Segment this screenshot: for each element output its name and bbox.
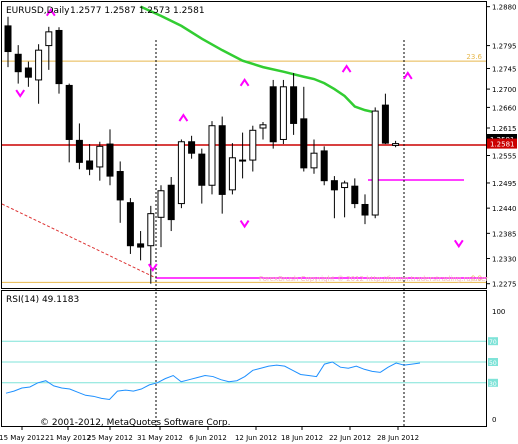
current-price-box [487, 138, 517, 149]
rsi-title: RSI(14) 49.1183 [6, 295, 79, 305]
candle-body [371, 110, 379, 216]
candle-body [279, 86, 287, 140]
candle-body [259, 124, 267, 129]
fractal-up-marker [402, 71, 413, 80]
time-tick-label: 22 Jun 2012 [329, 434, 371, 442]
candle-body [55, 29, 63, 85]
price-tick-label: 1.2440 [492, 205, 517, 213]
price-tick-label: 1.2660 [492, 104, 517, 112]
price-tick-label: 1.2555 [492, 152, 517, 160]
candle-body [126, 202, 134, 247]
time-tick-label: 21 May 2012 [45, 434, 91, 442]
candle-body [300, 118, 308, 169]
price-tick-label: 1.2615 [492, 125, 517, 133]
current-price-label: 1.2581 [490, 141, 515, 149]
watermark-text: ForexBrush Copyright © 2012 http://forum… [259, 275, 488, 283]
candle-body [75, 139, 83, 163]
candle-body [320, 150, 328, 182]
fractal-up-marker [341, 64, 352, 73]
candle-body [228, 157, 236, 191]
price-tick-label: 1.2495 [492, 180, 517, 188]
chart-title: EURUSD,Daily [6, 6, 70, 16]
level-label: 23.6 [466, 53, 482, 61]
price-tick-label: 1.2385 [492, 230, 517, 238]
price-tick-label: 1.2880 [492, 4, 517, 12]
time-tick-label: 31 May 2012 [137, 434, 183, 442]
rsi-axis-max-label: 100 [492, 308, 505, 316]
rsi-level-badge [488, 337, 498, 346]
price-axis: 1.2880 1.2795 1.2745 1.2700 1.2660 1.2615 1.25… [486, 4, 517, 289]
ohlc-header: 1.2577 1.2587 1.2573 1.2581 [70, 6, 205, 16]
rsi-line [5, 361, 421, 400]
rsi-axis-min-label: 0 [492, 416, 496, 424]
time-tick-label: 25 May 2012 [87, 434, 133, 442]
candle-body [24, 67, 32, 78]
candle-body [4, 25, 12, 53]
candle-body [147, 213, 155, 247]
candle-body [35, 49, 43, 81]
fractal-up-marker [239, 77, 250, 87]
price-tick-label: 1.2745 [492, 65, 517, 73]
candle-body [310, 152, 318, 169]
candle-body [269, 86, 277, 143]
candle-body [381, 104, 389, 144]
candle-body [45, 31, 53, 47]
fractal-up-marker [45, 7, 56, 17]
fractal-up-marker [178, 113, 189, 122]
candle-body [218, 125, 226, 195]
candle-body [167, 184, 175, 221]
candle-body [106, 143, 114, 177]
rsi-level-label: 50 [489, 360, 497, 367]
candle-body [198, 153, 206, 186]
time-tick-label: 18 Jun 2012 [281, 434, 323, 442]
candle-body [330, 180, 338, 191]
rsi-level-badge [488, 378, 498, 387]
main-pane-frame [1, 1, 487, 289]
price-tick-label: 1.2330 [492, 256, 517, 264]
candle-body [290, 86, 298, 124]
candle-body [239, 159, 247, 162]
candles-layer [4, 16, 400, 284]
rsi-level-label: 30 [489, 381, 497, 388]
candle-body [96, 145, 104, 168]
time-tick-label: 6 Jun 2012 [189, 434, 227, 442]
candle-body [351, 185, 359, 205]
price-tick-label: 1.2275 [492, 281, 517, 289]
candle-body [137, 243, 145, 248]
candle-body [157, 190, 165, 218]
fractal-down-marker [453, 239, 464, 249]
candle-body [208, 125, 216, 186]
time-tick-label: 15 May 2012 [0, 434, 45, 442]
candle-body [116, 171, 124, 201]
fractal-down-marker [15, 89, 26, 98]
candle-body [177, 141, 185, 205]
candle-body [188, 141, 196, 154]
candle-body [392, 143, 400, 146]
time-tick-label: 12 Jun 2012 [235, 434, 277, 442]
candle-body [361, 203, 369, 216]
candle-body [249, 129, 257, 161]
rsi-pane-frame [1, 290, 487, 427]
candle-body [65, 84, 73, 140]
fractal-down-marker [147, 263, 158, 272]
rsi-level-badge [488, 358, 498, 366]
candle-body [14, 53, 22, 73]
time-tick-label: 28 Jun 2012 [377, 434, 419, 442]
copyright-text: © 2001-2012, MetaQuotes Software Corp. [40, 418, 231, 428]
trend-line [1, 203, 157, 279]
price-tick-label: 1.2700 [492, 86, 517, 94]
fractal-down-marker [239, 220, 250, 229]
candle-body [341, 182, 349, 189]
price-tick-label: 1.2795 [492, 43, 517, 51]
rsi-level-label: 70 [489, 339, 497, 346]
candle-body [86, 160, 94, 170]
rsi-layer: 30 50 70 100 0 [2, 308, 505, 424]
fractals-layer [15, 7, 464, 272]
